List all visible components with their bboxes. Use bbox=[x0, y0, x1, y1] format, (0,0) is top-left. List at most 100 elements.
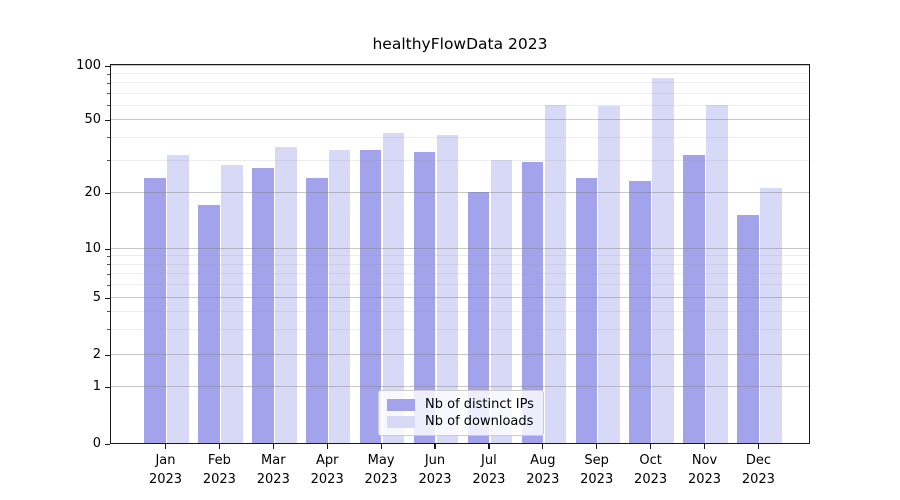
x-tick-mark bbox=[218, 444, 221, 449]
x-tick-label-line: 2023 bbox=[526, 472, 560, 487]
bar-distinct-ips bbox=[198, 205, 220, 443]
bar-distinct-ips bbox=[629, 180, 651, 443]
x-tick-label: May 2023 bbox=[353, 451, 409, 489]
x-tick-label-line: Nov bbox=[691, 453, 718, 468]
x-tick-label-line: Mar bbox=[261, 453, 286, 468]
x-tick-label-line: 2023 bbox=[364, 472, 398, 487]
bar-downloads bbox=[652, 77, 674, 443]
chart-title: healthyFlowData 2023 bbox=[372, 35, 548, 53]
x-tick-label: Jun 2023 bbox=[407, 451, 463, 489]
minor-gridline bbox=[111, 263, 809, 265]
major-gridline bbox=[111, 119, 809, 120]
legend-label-distinct-ips: Nb of distinct IPs bbox=[425, 397, 534, 412]
x-tick-label: Jul 2023 bbox=[461, 451, 517, 489]
bar-downloads bbox=[490, 159, 513, 443]
minor-gridline bbox=[111, 82, 809, 84]
x-tick-mark bbox=[488, 444, 490, 449]
bar-distinct-ips bbox=[252, 168, 274, 443]
x-tick-mark bbox=[380, 444, 382, 449]
bar-distinct-ips bbox=[521, 162, 544, 443]
x-tick-mark bbox=[703, 444, 706, 449]
major-gridline bbox=[111, 248, 809, 249]
bar-distinct-ips bbox=[467, 192, 490, 443]
minor-gridline bbox=[111, 273, 809, 275]
bar-distinct-ips bbox=[144, 177, 166, 443]
x-tick-label-line: 2023 bbox=[148, 472, 183, 487]
x-tick-label: Oct 2023 bbox=[623, 451, 679, 489]
bar-distinct-ips bbox=[306, 177, 328, 443]
legend-row-downloads: Nb of downloads bbox=[387, 413, 535, 430]
y-tick-label: 50 bbox=[84, 112, 101, 127]
x-tick-mark bbox=[272, 444, 274, 449]
legend-swatch-distinct-ips bbox=[387, 398, 415, 411]
legend-row-distinct-ips: Nb of distinct IPs bbox=[387, 396, 535, 413]
bar-downloads bbox=[167, 154, 189, 443]
y-tick-label: 2 bbox=[92, 347, 101, 362]
bar-downloads bbox=[275, 147, 297, 443]
x-tick-label-line: Oct bbox=[639, 453, 662, 468]
minor-gridline bbox=[111, 136, 809, 138]
bar-downloads bbox=[221, 165, 243, 443]
minor-gridline bbox=[111, 159, 809, 161]
x-tick-label-line: 2023 bbox=[634, 472, 668, 487]
bar-downloads bbox=[382, 132, 405, 443]
y-tick-label: 5 bbox=[92, 290, 101, 305]
bar-downloads bbox=[760, 188, 782, 443]
x-tick-label: Apr 2023 bbox=[299, 451, 355, 489]
x-tick-label-line: 2023 bbox=[202, 472, 236, 487]
legend-label-downloads: Nb of downloads bbox=[425, 414, 534, 429]
minor-gridline bbox=[111, 92, 809, 94]
x-tick-label-line: Jun bbox=[424, 453, 446, 468]
x-tick-label-line: Dec bbox=[745, 453, 771, 468]
y-tick-label: 100 bbox=[76, 58, 101, 73]
bar-distinct-ips bbox=[683, 154, 705, 443]
minor-gridline bbox=[111, 284, 809, 286]
y-tick-label: 1 bbox=[92, 379, 101, 394]
bar-distinct-ips bbox=[575, 177, 597, 443]
x-tick-label: Feb 2023 bbox=[191, 451, 247, 489]
minor-gridline bbox=[111, 255, 809, 257]
x-tick-label: Nov 2023 bbox=[677, 451, 733, 489]
legend-swatch-downloads bbox=[387, 415, 415, 428]
x-tick-label: Sep 2023 bbox=[569, 451, 625, 489]
x-tick-label-line: May bbox=[367, 453, 395, 468]
minor-gridline bbox=[111, 310, 809, 312]
x-tick-label: Aug 2023 bbox=[515, 451, 571, 489]
y-tick-label: 10 bbox=[84, 241, 101, 256]
major-gridline bbox=[111, 297, 809, 298]
x-tick-label-line: 2023 bbox=[418, 472, 452, 487]
bar-distinct-ips bbox=[413, 152, 436, 443]
x-tick-label-line: 2023 bbox=[310, 472, 344, 487]
bar-distinct-ips bbox=[737, 215, 759, 443]
x-tick-label: Mar 2023 bbox=[245, 451, 301, 489]
bar-downloads bbox=[544, 104, 566, 443]
x-tick-label-line: Jan bbox=[155, 453, 176, 468]
bar-downloads bbox=[436, 134, 459, 443]
major-gridline bbox=[111, 354, 809, 355]
x-tick-label-line: Feb bbox=[207, 453, 231, 468]
x-tick-label: Dec 2023 bbox=[730, 451, 786, 489]
x-tick-mark bbox=[164, 444, 167, 449]
x-tick-mark bbox=[542, 444, 544, 449]
x-tick-label-line: 2023 bbox=[580, 472, 614, 487]
minor-gridline bbox=[111, 104, 809, 106]
plot-area bbox=[110, 64, 810, 444]
x-tick-label-line: Aug bbox=[530, 453, 556, 468]
x-tick-label: Jan 2023 bbox=[138, 451, 194, 489]
x-tick-mark bbox=[596, 444, 598, 449]
minor-gridline bbox=[111, 73, 809, 75]
bar-downloads bbox=[706, 104, 728, 443]
x-tick-mark bbox=[434, 444, 436, 449]
x-tick-label-line: 2023 bbox=[687, 472, 722, 487]
bar-downloads bbox=[328, 149, 351, 443]
x-tick-label-line: 2023 bbox=[472, 472, 506, 487]
bar-distinct-ips bbox=[359, 149, 382, 443]
x-tick-label-line: Jul bbox=[481, 453, 497, 468]
major-gridline bbox=[111, 192, 809, 193]
legend: Nb of distinct IPs Nb of downloads bbox=[378, 390, 544, 436]
x-tick-mark bbox=[650, 444, 652, 449]
x-tick-mark bbox=[757, 444, 760, 449]
x-tick-label-line: 2023 bbox=[741, 472, 775, 487]
x-tick-label-line: Sep bbox=[584, 453, 609, 468]
